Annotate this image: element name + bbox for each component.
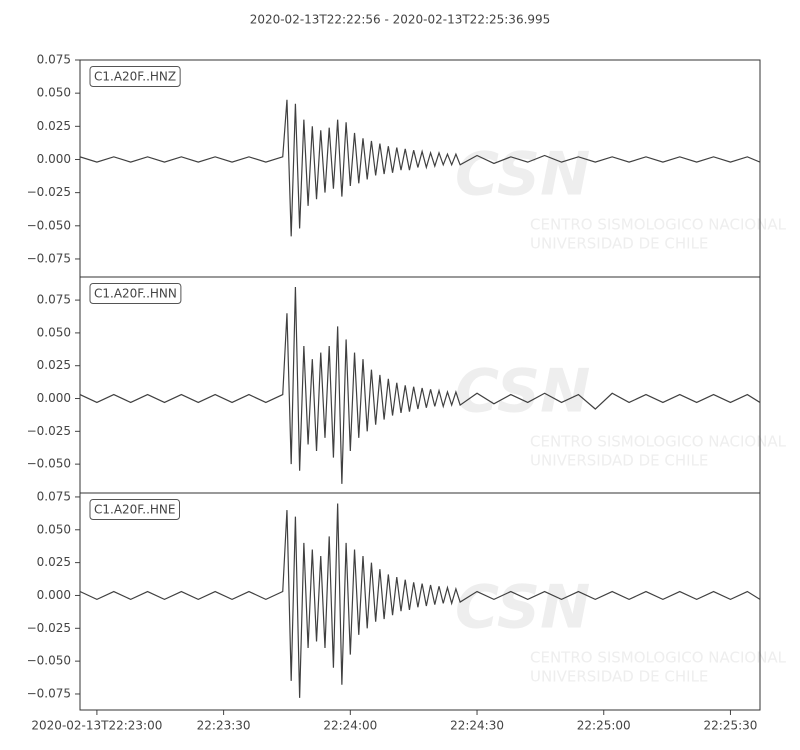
y-tick-label: 0.025 [37,119,71,133]
watermark-line: UNIVERSIDAD DE CHILE [530,668,708,686]
y-tick-label: −0.050 [27,218,71,232]
axes-frame [79,492,761,711]
y-tick-label: 0.050 [37,86,71,100]
watermark-line: UNIVERSIDAD DE CHILE [530,452,708,470]
waveform [80,99,760,237]
y-tick-label: 0.025 [37,358,71,372]
watermark-logo: CSN [455,140,590,210]
x-tick-label: 22:24:30 [450,719,504,733]
y-tick-label: 0.075 [37,489,71,503]
y-tick-label: 0.075 [37,53,71,67]
y-tick-label: 0.025 [37,555,71,569]
y-tick-label: −0.050 [27,457,71,471]
x-tick-label: 22:25:00 [577,719,631,733]
x-tick-label: 22:24:00 [323,719,377,733]
x-tick-label: 22:23:30 [197,719,251,733]
trace-label-box [89,499,180,520]
watermark-line: CENTRO SISMOLOGICO NACIONAL [530,433,787,451]
trace-label: C1.A20F..HNN [94,287,177,301]
watermark-logo: CSN [455,357,590,427]
y-tick-label: 0.050 [37,522,71,536]
figure-title: 2020-02-13T22:22:56 - 2020-02-13T22:25:3… [250,13,551,27]
watermark-line: CENTRO SISMOLOGICO NACIONAL [530,216,787,234]
y-tick-label: 0.000 [37,152,71,166]
watermark-line: UNIVERSIDAD DE CHILE [530,235,708,253]
y-tick-label: −0.050 [27,654,71,668]
y-tick-label: −0.025 [27,424,71,438]
y-tick-label: −0.075 [27,686,71,700]
y-tick-label: −0.025 [27,621,71,635]
y-tick-label: −0.025 [27,185,71,199]
trace-label-box [89,66,181,87]
y-tick-label: −0.075 [27,251,71,265]
waveform [80,503,760,698]
y-tick-label: 0.000 [37,588,71,602]
y-tick-label: 0.075 [37,293,71,307]
trace-label: C1.A20F..HNE [94,503,176,517]
x-tick-label: 2020-02-13T22:23:00 [31,719,162,733]
trace-label: C1.A20F..HNZ [94,70,176,84]
trace-label-box [89,283,182,304]
watermark-logo: CSN [455,573,590,643]
y-tick-label: 0.000 [37,391,71,405]
watermark-line: CENTRO SISMOLOGICO NACIONAL [530,649,787,667]
x-tick-label: 22:25:30 [704,719,758,733]
waveform [80,286,760,484]
y-tick-label: 0.050 [37,325,71,339]
